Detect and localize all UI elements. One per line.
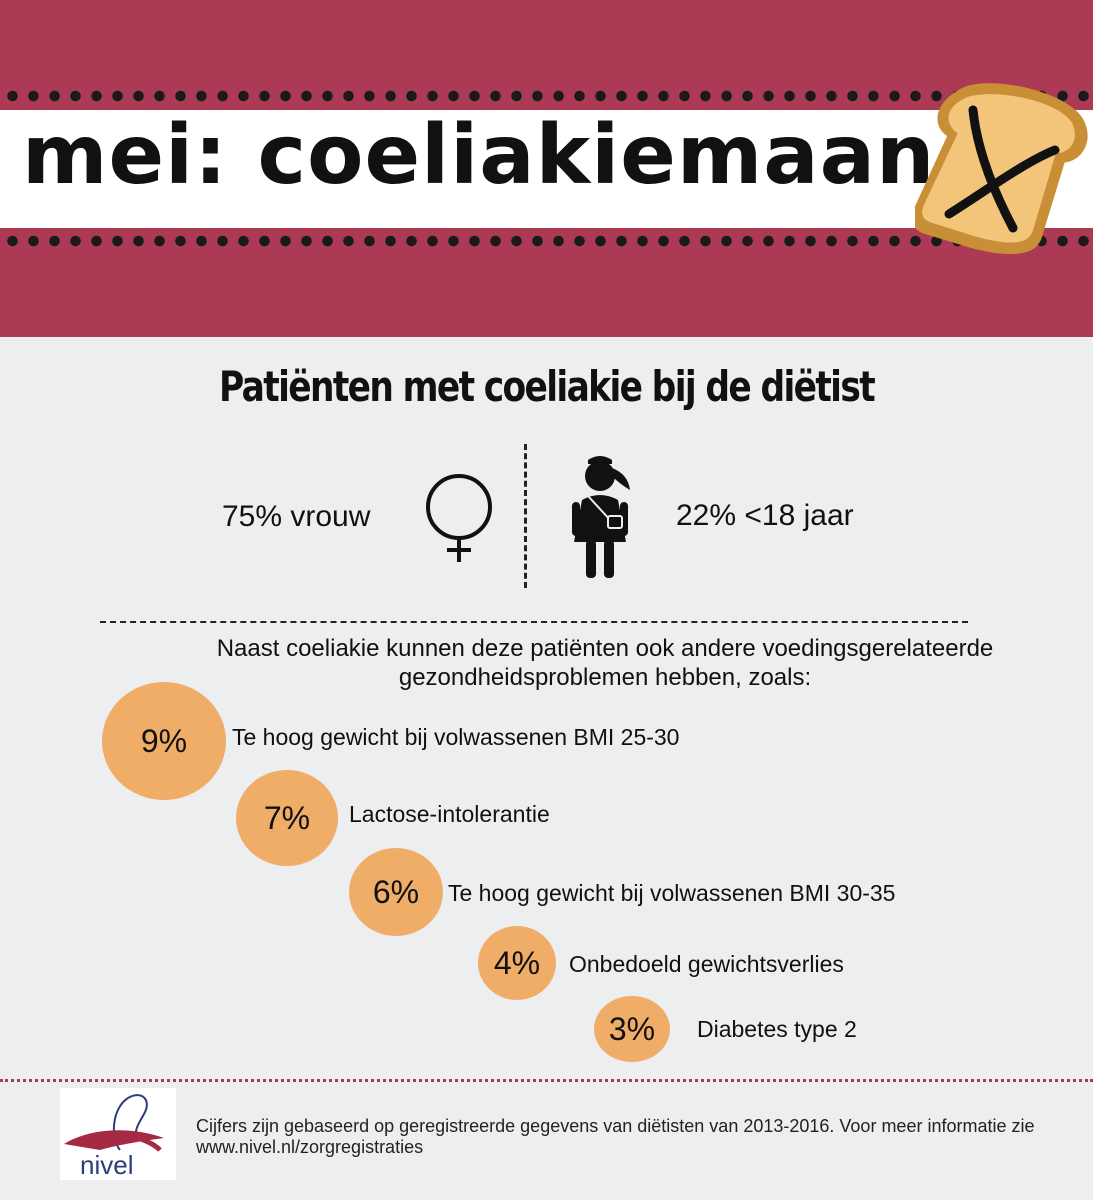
dotted-border-bottom [0, 235, 1093, 247]
percent-circle: 3% [594, 996, 670, 1062]
vertical-divider [524, 444, 527, 588]
crossed-out-toast-icon [915, 83, 1088, 255]
horizontal-divider [100, 621, 968, 623]
main-title: mei: coeliakiemaand [22, 108, 996, 203]
condition-label: Onbedoeld gewichtsverlies [569, 951, 844, 977]
condition-label: Lactose-intolerantie [349, 801, 550, 827]
logo-text: nivel [80, 1150, 134, 1180]
intro-text: Naast coeliakie kunnen deze patiënten oo… [216, 635, 994, 691]
female-symbol-icon [426, 474, 492, 562]
percent-value: 7% [263, 799, 311, 836]
footer-divider [0, 1079, 1093, 1082]
title-band [0, 110, 1093, 228]
girl-icon [572, 456, 630, 578]
percent-circle: 7% [236, 770, 338, 866]
percent-value: 6% [372, 873, 420, 910]
percent-value: 4% [493, 944, 541, 981]
children-stat: 22% <18 jaar [676, 499, 854, 532]
condition-label: Diabetes type 2 [697, 1016, 857, 1042]
dotted-border-top [0, 90, 1093, 102]
percent-circle: 6% [349, 848, 443, 936]
condition-label: Te hoog gewicht bij volwassenen BMI 25-3… [232, 724, 680, 750]
condition-label: Te hoog gewicht bij volwassenen BMI 30-3… [448, 880, 896, 906]
nivel-logo-icon [64, 1094, 164, 1152]
nivel-logo: nivel [60, 1088, 176, 1180]
percent-circle: 4% [478, 926, 556, 1000]
section-title: Patiënten met coeliakie bij de diëtist [218, 362, 876, 411]
percent-value: 3% [608, 1010, 656, 1047]
percent-value: 9% [140, 722, 188, 759]
percent-circle: 9% [102, 682, 226, 800]
women-stat: 75% vrouw [222, 500, 371, 533]
source-note: Cijfers zijn gebaseerd op geregistreerde… [196, 1116, 1035, 1157]
